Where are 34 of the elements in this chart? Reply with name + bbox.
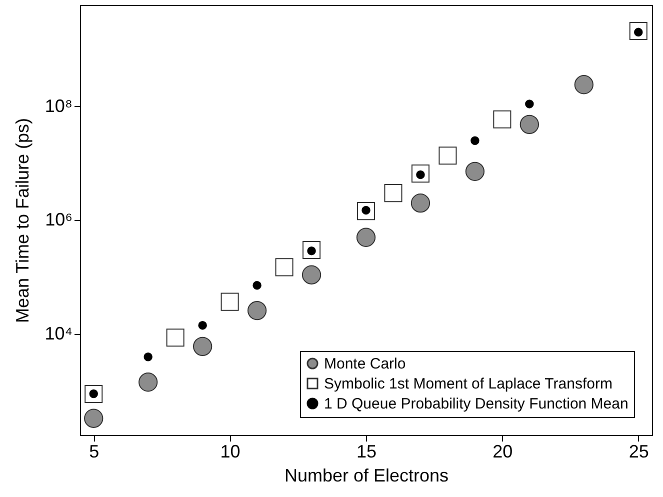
point: [144, 352, 152, 362]
point: [192, 336, 212, 356]
x-tick-label: 15: [356, 442, 377, 462]
point: [520, 114, 540, 134]
x-axis-title: Number of Electrons: [284, 466, 449, 486]
point: [574, 75, 594, 94]
y-axis-title: Mean Time to Failure (ps): [12, 118, 33, 324]
point: [84, 408, 104, 428]
point: [525, 100, 534, 108]
legend-label: Monte Carlo: [324, 356, 406, 372]
y-tick-label: 10⁴: [44, 324, 72, 344]
point: [384, 184, 402, 202]
point: [465, 162, 485, 181]
y-tick-label: 10⁶: [45, 210, 72, 230]
point: [247, 300, 267, 320]
x-tick-label: 20: [492, 442, 513, 462]
point: [493, 110, 512, 128]
point: [166, 328, 184, 347]
point: [356, 228, 376, 247]
point: [438, 146, 457, 165]
point: [198, 320, 207, 330]
x-tick-label: 5: [89, 442, 100, 462]
legend-label: Symbolic 1st Moment of Laplace Transform: [324, 376, 612, 392]
point: [138, 372, 158, 392]
point: [410, 194, 430, 213]
point: [275, 258, 294, 276]
x-tick-label: 10: [220, 442, 240, 462]
point: [220, 292, 239, 311]
point: [470, 136, 480, 145]
point: [302, 265, 322, 284]
point: [252, 280, 262, 290]
x-tick-label: 25: [628, 442, 649, 462]
y-tick-label: 10⁸: [44, 96, 72, 116]
legend-label: 1 D Queue Probability Density Function Mean: [324, 396, 628, 412]
